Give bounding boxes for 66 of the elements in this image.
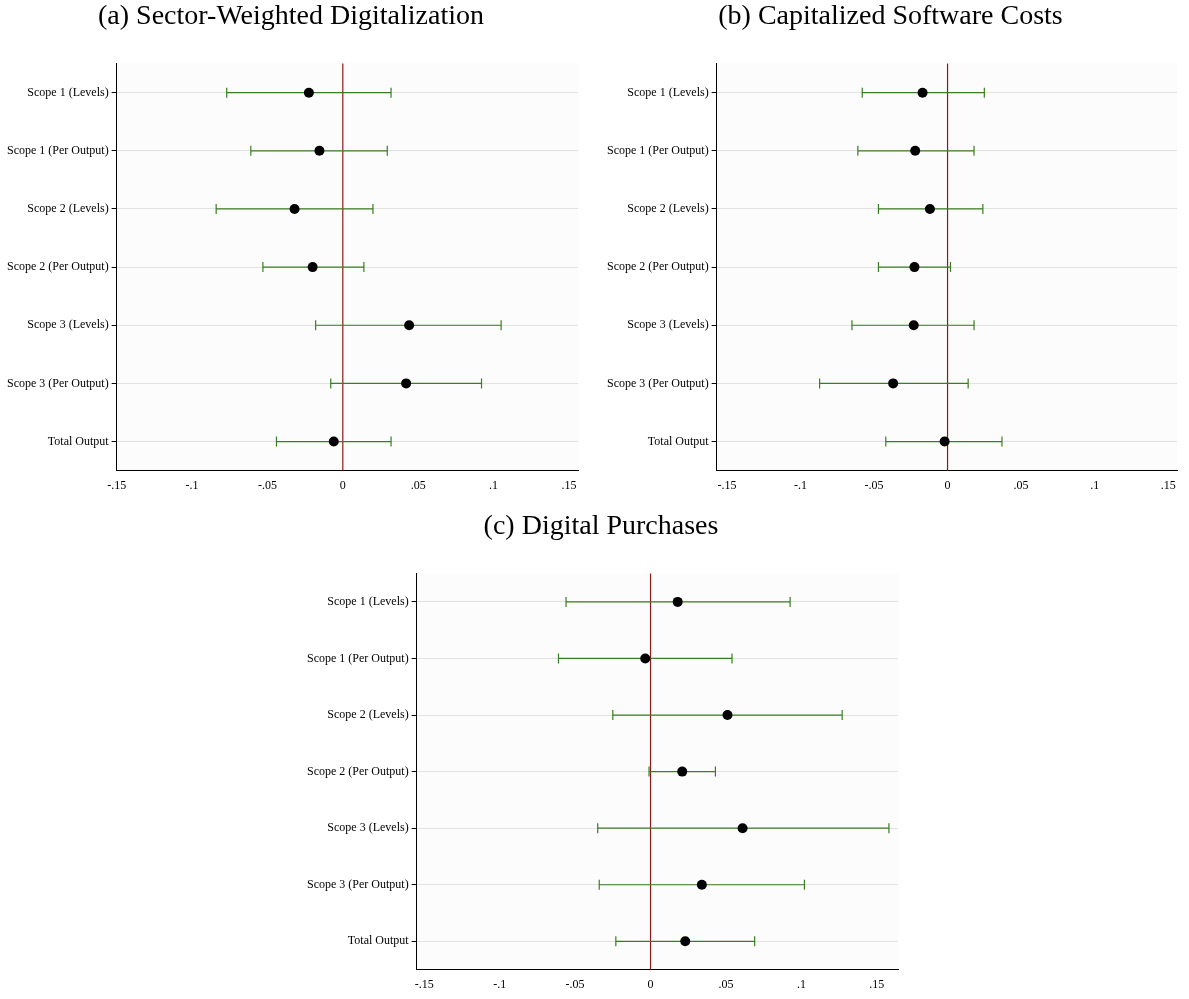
y-tick-label: Scope 2 (Per Output) (6, 259, 109, 274)
point (289, 203, 300, 214)
point (404, 320, 415, 331)
y-tick-label: Scope 1 (Per Output) (306, 650, 409, 665)
x-tick-label: -.05 (565, 976, 585, 991)
x-tick-label: .1 (1090, 477, 1100, 492)
x-tick-label: -.1 (185, 477, 199, 492)
point (917, 87, 928, 98)
x-tick-label: .05 (410, 477, 426, 492)
point (328, 436, 339, 447)
x-tick-label: .05 (1013, 477, 1029, 492)
point (307, 262, 318, 273)
chart-title: (c) Digital Purchases (483, 509, 719, 541)
y-tick-label: Scope 1 (Per Output) (606, 142, 709, 157)
point (672, 596, 683, 607)
x-tick-label: .15 (1160, 477, 1176, 492)
y-tick-label: Scope 2 (Per Output) (606, 259, 709, 274)
y-tick-label: Scope 3 (Levels) (327, 820, 409, 835)
x-tick-label: -.1 (493, 976, 507, 991)
x-tick-label: .15 (869, 976, 885, 991)
x-tick-label: 0 (944, 477, 951, 492)
y-tick-label: Scope 2 (Levels) (27, 201, 109, 216)
y-tick-label: Scope 3 (Levels) (27, 317, 109, 332)
y-tick-label: Scope 1 (Levels) (27, 84, 109, 99)
y-tick-label: Scope 1 (Levels) (327, 594, 409, 609)
y-tick-label: Scope 1 (Per Output) (6, 142, 109, 157)
x-tick-label: -.15 (107, 477, 127, 492)
x-tick-label: -.1 (793, 477, 807, 492)
point (909, 262, 920, 273)
point (888, 378, 899, 389)
x-tick-label: .1 (796, 976, 806, 991)
x-tick-label: 0 (647, 976, 654, 991)
point (924, 203, 935, 214)
y-tick-label: Scope 1 (Levels) (627, 84, 709, 99)
x-tick-label: .15 (561, 477, 577, 492)
point (737, 823, 748, 834)
x-tick-label: .1 (489, 477, 499, 492)
y-tick-label: Scope 2 (Levels) (327, 707, 409, 722)
chart-title: (a) Sector-Weighted Digitalization (98, 0, 484, 31)
x-tick-label: -.15 (414, 976, 434, 991)
x-tick-label: -.05 (257, 477, 277, 492)
point (677, 766, 688, 777)
y-tick-label: Total Output (47, 433, 110, 448)
point (640, 653, 651, 664)
point (722, 710, 733, 721)
y-tick-label: Scope 3 (Per Output) (306, 876, 409, 891)
chart-title: (b) Capitalized Software Costs (718, 0, 1063, 31)
point (908, 320, 919, 331)
y-tick-label: Scope 2 (Levels) (627, 201, 709, 216)
y-tick-label: Total Output (647, 433, 710, 448)
point (303, 87, 314, 98)
y-tick-label: Scope 2 (Per Output) (306, 763, 409, 778)
x-tick-label: 0 (339, 477, 346, 492)
point (680, 936, 691, 947)
y-tick-label: Scope 3 (Per Output) (6, 375, 109, 390)
point (314, 145, 325, 156)
y-tick-label: Total Output (347, 933, 410, 948)
x-tick-label: -.05 (864, 477, 884, 492)
x-tick-label: .05 (718, 976, 734, 991)
point (939, 436, 950, 447)
y-tick-label: Scope 3 (Per Output) (606, 375, 709, 390)
point (696, 879, 707, 890)
y-tick-label: Scope 3 (Levels) (627, 317, 709, 332)
x-tick-label: -.15 (717, 477, 737, 492)
point (910, 145, 921, 156)
point (401, 378, 412, 389)
